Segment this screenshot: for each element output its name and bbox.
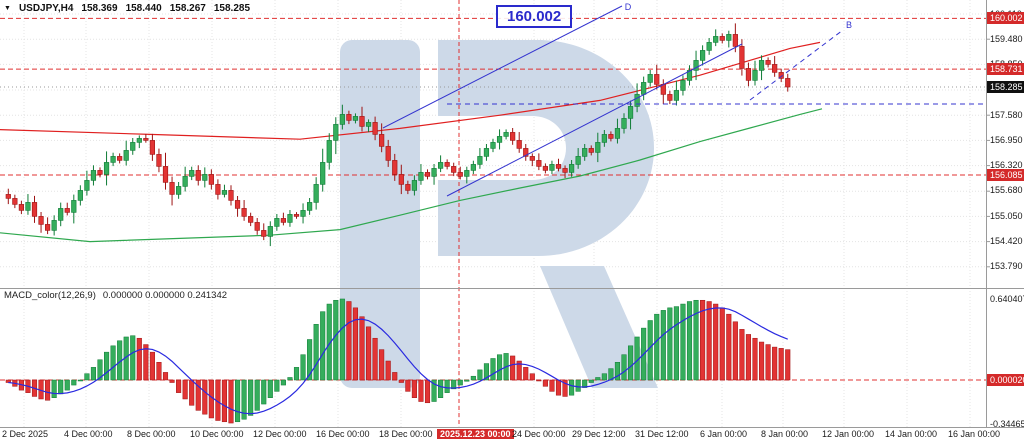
macd-axis-label: -0.34465: [990, 419, 1024, 429]
time-axis-label: 24 Dec 00:00: [512, 429, 566, 439]
price-axis-label: 159.480: [990, 34, 1023, 44]
ohlc-low: 158.267: [169, 3, 206, 14]
moving-averages: [0, 41, 823, 243]
chart-objects: DB: [382, 2, 984, 197]
time-axis-label: 4 Dec 00:00: [64, 429, 113, 439]
time-axis-label: 6 Jan 00:00: [700, 429, 748, 439]
price-axis-label: 156.320: [990, 160, 1023, 170]
price-axis-label: 156.950: [990, 135, 1023, 145]
price-axis[interactable]: 160.110159.480158.850158.210157.580156.9…: [987, 0, 1024, 429]
macd-header: MACD_color(12,26,9) 0.000000 0.000000 0.…: [4, 290, 227, 301]
time-axis-label: 10 Dec 00:00: [190, 429, 244, 439]
time-axis-label: 18 Dec 00:00: [379, 429, 433, 439]
ma-red-line: [0, 41, 821, 140]
price-tag: 160.002: [987, 12, 1024, 25]
time-axis-label: 31 Dec 12:00: [635, 429, 689, 439]
macd-axis-label: 0.640407: [990, 294, 1024, 304]
trendline: [749, 29, 844, 101]
trendline: [446, 43, 743, 197]
time-axis-label: 8 Dec 00:00: [127, 429, 176, 439]
time-axis-label: 2 Dec 2025: [2, 429, 49, 439]
symbol-header: ▼ USDJPY,H4 158.369 158.440 158.267 158.…: [4, 3, 250, 14]
time-axis-label: 12 Dec 00:00: [253, 429, 307, 439]
time-axis-label: 12 Jan 00:00: [822, 429, 875, 439]
time-axis-label: 14 Jan 00:00: [885, 429, 938, 439]
ohlc-close: 158.285: [213, 3, 251, 14]
pattern-point-label: B: [846, 20, 852, 30]
time-axis-label: 29 Dec 12:00: [572, 429, 626, 439]
pane-frame: [0, 0, 1024, 428]
time-axis[interactable]: 2 Dec 2025 4 Dec 00:00 8 Dec 00:00 10 Dec 0…: [0, 428, 1024, 442]
macd-histogram: [0, 298, 986, 424]
price-axis-label: 157.580: [990, 110, 1023, 120]
trendline: [382, 5, 623, 129]
price-annotation-label[interactable]: 160.002: [496, 5, 573, 28]
symbol-marker-icon: ▼: [4, 4, 11, 12]
price-tag: 158.285: [987, 81, 1024, 93]
price-axis-label: 155.680: [990, 185, 1023, 195]
macd-signal-line: [8, 307, 788, 415]
price-axis-label: 153.790: [990, 261, 1023, 271]
time-axis-label-highlighted: 2025.12.23 00:00: [437, 429, 514, 439]
time-axis-label: 8 Jan 00:00: [761, 429, 809, 439]
candles: [5, 23, 791, 247]
time-axis-label: 16 Dec 00:00: [316, 429, 370, 439]
macd-zero-tag: 0.000020: [987, 374, 1024, 386]
time-axis-label: 16 Jan 00:00: [948, 429, 1001, 439]
ohlc-open: 158.369: [81, 3, 118, 14]
ma-green-line: [0, 108, 823, 243]
ohlc-high: 158.440: [125, 3, 162, 14]
macd-indicator-values: 0.000000 0.000000 0.241342: [102, 290, 228, 301]
price-tag: 158.731: [987, 63, 1024, 76]
price-axis-label: 155.050: [990, 211, 1023, 221]
macd-indicator-name[interactable]: MACD_color(12,26,9): [4, 290, 96, 301]
symbol-name[interactable]: USDJPY,H4: [18, 3, 74, 14]
pattern-point-label: D: [625, 2, 632, 12]
price-axis-label: 154.420: [990, 236, 1023, 246]
price-tag: 156.085: [987, 169, 1024, 181]
